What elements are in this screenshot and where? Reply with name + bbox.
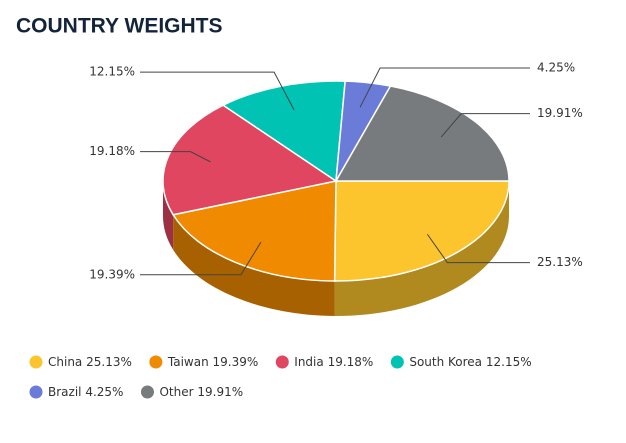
legend-value: 19.39% (213, 355, 259, 369)
legend-marker (29, 385, 43, 399)
legend-item: Brazil 4.25% (29, 385, 123, 399)
leader-line (426, 233, 530, 264)
slice (333, 180, 510, 282)
legend-label: Other 19.91% (159, 385, 243, 399)
legend-label: Brazil 4.25% (48, 385, 123, 399)
legend-name: Taiwan (167, 355, 209, 369)
data-label: 4.25% (537, 60, 575, 74)
legend-value: 19.91% (197, 385, 243, 399)
legend-item: China 25.13% (29, 355, 132, 369)
slice (162, 104, 338, 216)
legend-label: Taiwan 19.39% (167, 355, 258, 369)
data-label: 25.13% (537, 255, 583, 269)
legend-item: Taiwan 19.39% (149, 355, 258, 369)
slice-side (334, 181, 509, 316)
data-label: 12.15% (89, 65, 135, 79)
data-label: 19.91% (537, 106, 583, 120)
legend-value: 4.25% (85, 385, 123, 399)
slice (221, 80, 346, 183)
legend-name: China (48, 355, 82, 369)
data-label: 19.18% (89, 144, 135, 158)
legend-item: Other 19.91% (140, 385, 243, 399)
legend-marker (275, 355, 289, 369)
legend-label: South Korea 12.15% (409, 355, 531, 369)
legend-value: 12.15% (486, 355, 532, 369)
leader-line (440, 113, 530, 138)
legend-marker (390, 355, 404, 369)
leader-line (140, 71, 295, 111)
slice-side (173, 214, 335, 316)
legend-name: India (294, 355, 323, 369)
legend-item: South Korea 12.15% (390, 355, 532, 369)
legend-value: 19.18% (328, 355, 374, 369)
legend-name: Other (159, 385, 193, 399)
leader-line (359, 67, 530, 108)
legend-label: India 19.18% (294, 355, 373, 369)
slice (334, 85, 510, 182)
legend-marker (140, 385, 154, 399)
leader-line (140, 151, 211, 163)
slice (171, 180, 337, 282)
legend-marker (29, 355, 43, 369)
leader-line (140, 241, 262, 276)
legend-label: China 25.13% (48, 355, 132, 369)
legend-marker (149, 355, 163, 369)
legend-name: South Korea (409, 355, 482, 369)
legend-name: Brazil (48, 385, 82, 399)
data-label: 19.39% (89, 267, 135, 281)
legend-value: 25.13% (86, 355, 132, 369)
chart-title: COUNTRY WEIGHTS (16, 15, 223, 38)
legend-item: India 19.18% (275, 355, 373, 369)
